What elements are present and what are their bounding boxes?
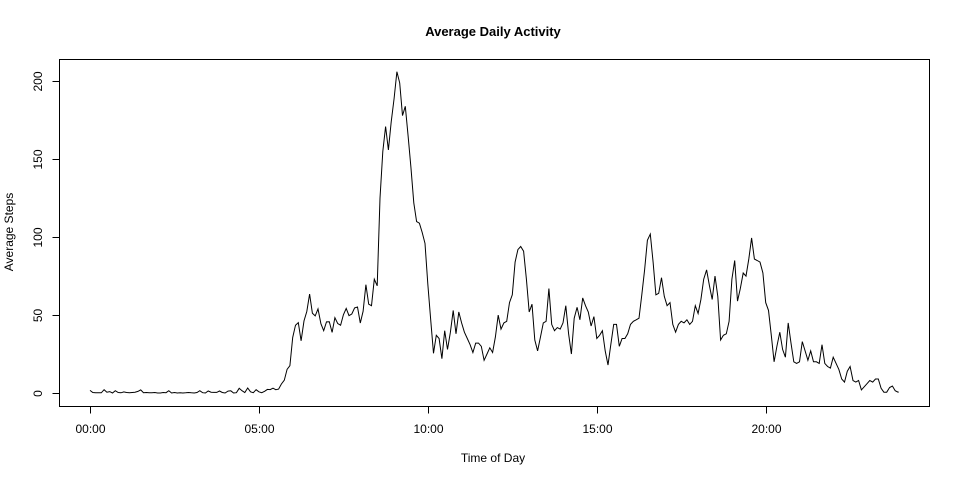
y-tick-label: 200 (31, 71, 45, 91)
series-layer (89, 71, 899, 394)
chart-title: Average Daily Activity (425, 24, 561, 39)
x-tick-label: 20:00 (751, 422, 781, 436)
x-tick-label: 10:00 (413, 422, 443, 436)
x-tick-label: 05:00 (244, 422, 274, 436)
y-tick-label: 50 (31, 309, 45, 323)
y-tick-label: 100 (31, 227, 45, 247)
x-tick-label: 00:00 (75, 422, 105, 436)
x-axis: 00:00 05:00 10:00 15:00 20:00 (75, 406, 782, 436)
y-axis-label: Average Steps (2, 193, 16, 272)
series-line (89, 71, 899, 394)
y-tick-label: 150 (31, 149, 45, 169)
y-axis: 0 50 100 150 200 (31, 71, 60, 397)
x-axis-label: Time of Day (461, 451, 525, 465)
plot-frame (59, 59, 930, 407)
y-tick-label: 0 (31, 390, 45, 397)
x-tick-label: 15:00 (582, 422, 612, 436)
